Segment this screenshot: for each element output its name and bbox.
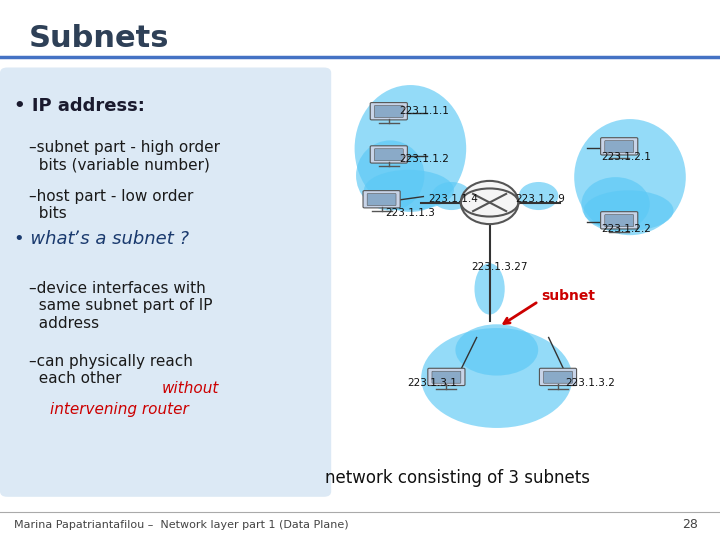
FancyBboxPatch shape xyxy=(600,138,638,155)
Text: 223.1.1.2: 223.1.1.2 xyxy=(400,154,449,164)
Ellipse shape xyxy=(421,328,572,428)
Text: 223.1.1.3: 223.1.1.3 xyxy=(385,208,435,218)
FancyBboxPatch shape xyxy=(600,212,638,229)
Text: • IP address:: • IP address: xyxy=(14,97,145,115)
Ellipse shape xyxy=(354,85,467,212)
Ellipse shape xyxy=(518,182,558,210)
Text: intervening router: intervening router xyxy=(50,402,189,417)
Ellipse shape xyxy=(583,191,674,231)
FancyBboxPatch shape xyxy=(374,105,403,118)
Text: 223.1.2.2: 223.1.2.2 xyxy=(601,225,651,234)
Ellipse shape xyxy=(474,263,505,314)
Ellipse shape xyxy=(582,177,650,231)
FancyBboxPatch shape xyxy=(432,371,461,383)
Ellipse shape xyxy=(575,119,685,235)
Text: 223.1.3.2: 223.1.3.2 xyxy=(565,379,615,388)
FancyBboxPatch shape xyxy=(428,368,465,386)
Ellipse shape xyxy=(356,140,425,211)
FancyBboxPatch shape xyxy=(370,103,408,120)
Text: 223.1.3.1: 223.1.3.1 xyxy=(407,379,456,388)
Circle shape xyxy=(461,181,518,224)
Text: –can physically reach
  each other: –can physically reach each other xyxy=(29,354,193,386)
Text: –device interfaces with
  same subnet part of IP
  address: –device interfaces with same subnet part… xyxy=(29,281,212,330)
FancyBboxPatch shape xyxy=(363,191,400,208)
Ellipse shape xyxy=(432,182,472,210)
Text: without: without xyxy=(162,381,220,396)
Text: • whatʼs a subnet ?: • whatʼs a subnet ? xyxy=(14,230,189,247)
FancyBboxPatch shape xyxy=(0,68,331,497)
Text: –host part - low order
  bits: –host part - low order bits xyxy=(29,189,193,221)
Ellipse shape xyxy=(364,170,454,210)
FancyBboxPatch shape xyxy=(370,146,408,163)
FancyBboxPatch shape xyxy=(367,193,396,206)
FancyBboxPatch shape xyxy=(544,371,572,383)
Text: 223.1.2.9: 223.1.2.9 xyxy=(515,194,564,204)
Text: –subnet part - high order
  bits (variable number): –subnet part - high order bits (variable… xyxy=(29,140,220,173)
Text: Marina Papatriantafilou –  Network layer part 1 (Data Plane): Marina Papatriantafilou – Network layer … xyxy=(14,520,349,530)
FancyBboxPatch shape xyxy=(374,148,403,161)
Text: 223.1.1.4: 223.1.1.4 xyxy=(428,194,478,204)
Ellipse shape xyxy=(455,324,538,376)
FancyBboxPatch shape xyxy=(605,140,634,153)
Text: 223.1.1.1: 223.1.1.1 xyxy=(400,106,449,116)
Text: Subnets: Subnets xyxy=(29,24,169,53)
FancyBboxPatch shape xyxy=(539,368,577,386)
Text: network consisting of 3 subnets: network consisting of 3 subnets xyxy=(325,469,590,487)
FancyBboxPatch shape xyxy=(605,214,634,227)
Text: subnet: subnet xyxy=(541,289,595,303)
Text: 223.1.3.27: 223.1.3.27 xyxy=(472,262,528,272)
Text: 28: 28 xyxy=(683,518,698,531)
Text: 223.1.2.1: 223.1.2.1 xyxy=(601,152,651,161)
